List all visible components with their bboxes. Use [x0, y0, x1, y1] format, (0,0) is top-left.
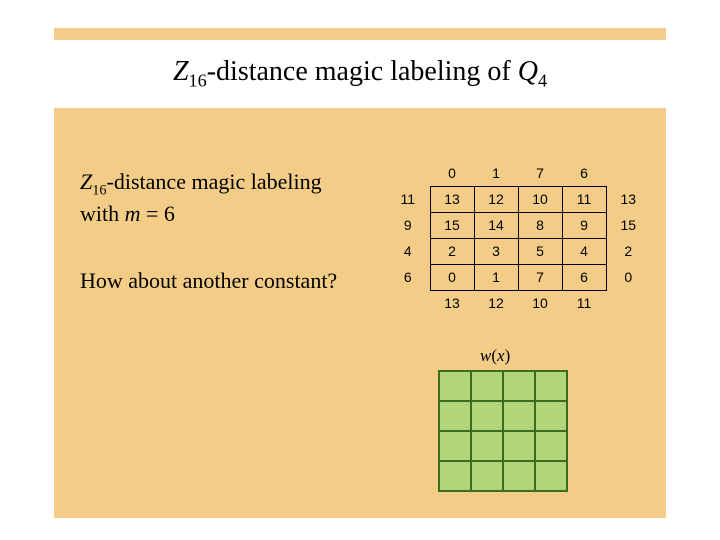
- table-cell: 9: [562, 212, 606, 238]
- table-cell: 13: [430, 290, 474, 316]
- body-line2-rest: = 6: [141, 201, 175, 226]
- table-cell: 9: [386, 212, 430, 238]
- table-cell: 1: [474, 264, 518, 290]
- green-cell: [503, 461, 535, 491]
- table-cell: 1: [474, 160, 518, 186]
- table-cell: 2: [430, 238, 474, 264]
- title-mid: -distance magic labeling of: [207, 56, 518, 87]
- table-cell: 0: [430, 264, 474, 290]
- table-cell: 2: [606, 238, 650, 264]
- table-cell: 14: [474, 212, 518, 238]
- table-cell: 11: [562, 290, 606, 316]
- green-cell: [439, 461, 471, 491]
- title-z: Z: [173, 56, 189, 87]
- table-cell: 3: [474, 238, 518, 264]
- table-cell: 10: [518, 186, 562, 212]
- table-cell: 12: [474, 290, 518, 316]
- title-q: Q: [518, 56, 538, 87]
- green-cell: [439, 431, 471, 461]
- green-cell: [471, 461, 503, 491]
- table-cell: 12: [474, 186, 518, 212]
- green-cell: [535, 401, 567, 431]
- table-cell: 6: [386, 264, 430, 290]
- green-cell: [471, 431, 503, 461]
- title-z-sub: 16: [189, 71, 207, 91]
- table-cell: 13: [430, 186, 474, 212]
- body-line1-rest: -distance magic labeling: [107, 169, 322, 194]
- page-title: Z16-distance magic labeling of Q4: [173, 56, 547, 92]
- table-cell: 7: [518, 264, 562, 290]
- body-m: m: [125, 201, 141, 226]
- green-cell: [503, 401, 535, 431]
- green-cell: [535, 371, 567, 401]
- table-cell: 15: [606, 212, 650, 238]
- table-cell: 4: [386, 238, 430, 264]
- green-cell: [503, 371, 535, 401]
- green-cell: [535, 461, 567, 491]
- wx-x: x: [497, 346, 505, 365]
- green-cell: [439, 371, 471, 401]
- green-cell: [535, 431, 567, 461]
- body-z: Z: [80, 169, 92, 194]
- table-cell: 11: [562, 186, 606, 212]
- green-grid: [438, 370, 568, 492]
- table-cell: 6: [562, 264, 606, 290]
- table-cell: 11: [386, 186, 430, 212]
- wx-w: w: [480, 346, 491, 365]
- table-cell: 13: [606, 186, 650, 212]
- table-cell: 7: [518, 160, 562, 186]
- wx-label: w(x): [480, 346, 510, 366]
- body-z-sub: 16: [92, 182, 106, 198]
- title-bar: Z16-distance magic labeling of Q4: [28, 40, 692, 108]
- table-cell: [606, 290, 650, 316]
- title-q-sub: 4: [538, 71, 547, 91]
- green-cell: [471, 371, 503, 401]
- table-cell: 4: [562, 238, 606, 264]
- table-cell: [386, 290, 430, 316]
- wx-close: ): [505, 346, 511, 365]
- green-cell: [471, 401, 503, 431]
- body-text: Z16-distance magic labeling with m = 6: [80, 168, 360, 228]
- table-cell: 5: [518, 238, 562, 264]
- table-cell: 6: [562, 160, 606, 186]
- table-cell: 0: [606, 264, 650, 290]
- green-cell: [503, 431, 535, 461]
- table-cell: [606, 160, 650, 186]
- green-cell: [439, 401, 471, 431]
- table-cell: 10: [518, 290, 562, 316]
- table-cell: 0: [430, 160, 474, 186]
- table-cell: 15: [430, 212, 474, 238]
- table-cell: 8: [518, 212, 562, 238]
- number-table: 0176111312101113915148915423542601760131…: [386, 160, 650, 316]
- question-text: How about another constant?: [80, 268, 380, 294]
- table-cell: [386, 160, 430, 186]
- body-line2-prefix: with: [80, 201, 125, 226]
